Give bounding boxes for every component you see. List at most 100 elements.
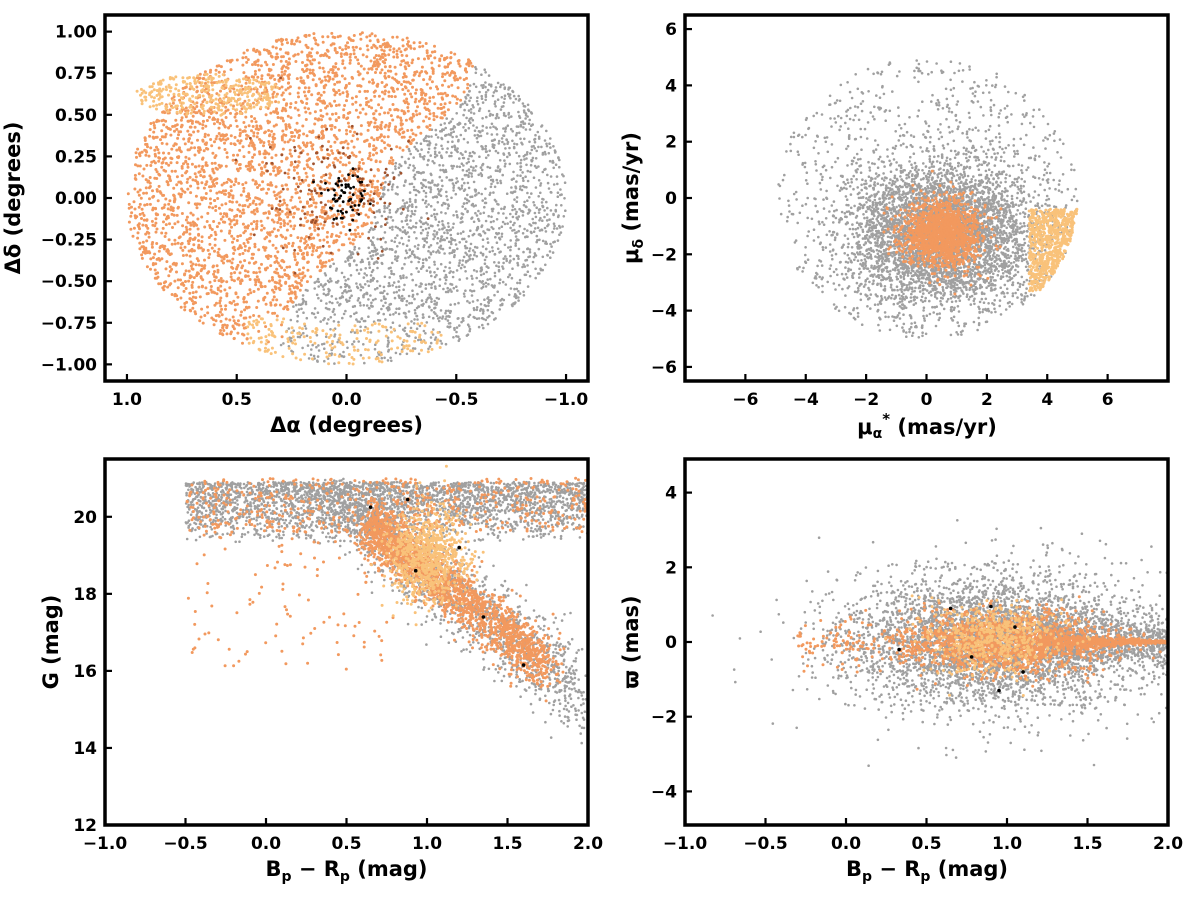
sky-field-point xyxy=(507,275,510,279)
sky-member-point xyxy=(375,185,379,189)
sky-member-point xyxy=(286,74,290,78)
sky-field-point xyxy=(468,90,471,93)
sky-member-point xyxy=(334,62,338,66)
sky-member-point xyxy=(235,302,239,306)
sky-member-point xyxy=(300,252,304,256)
sky-member-point xyxy=(155,177,159,180)
sky-field-point xyxy=(470,274,473,278)
sky-member-point xyxy=(309,62,313,66)
sky-member-point xyxy=(343,66,347,70)
sky-member-point xyxy=(259,64,263,68)
sky-member-point xyxy=(216,288,220,292)
sky-member-point xyxy=(262,141,266,145)
sky-member-point xyxy=(344,233,348,236)
sky-field-point xyxy=(427,249,430,253)
sky-field-point xyxy=(405,251,409,255)
sky-field-point xyxy=(485,115,488,119)
sky-member-point xyxy=(430,80,434,84)
sky-member-point xyxy=(365,44,369,48)
sky-member-point xyxy=(231,324,235,328)
sky-field-point xyxy=(304,300,308,304)
sky-member-point xyxy=(375,151,379,155)
sky-field-point xyxy=(432,233,435,236)
sky-member-point xyxy=(268,239,272,243)
sky-member-point xyxy=(373,89,377,93)
sky-member-point xyxy=(314,84,318,88)
sky-field-point xyxy=(498,278,502,282)
sky-field-point xyxy=(490,133,494,136)
sky-field-point xyxy=(526,169,530,173)
sky-member-point xyxy=(217,70,221,74)
sky-member-point xyxy=(305,220,309,224)
sky-member-point xyxy=(387,94,391,98)
sky-member-point xyxy=(264,152,267,156)
sky-field-point xyxy=(540,124,544,127)
sky-member-point xyxy=(320,175,324,179)
sky-member-point xyxy=(258,137,261,141)
sky-field-point xyxy=(394,250,398,253)
sky-member-point xyxy=(407,64,411,68)
sky-field-point xyxy=(559,231,563,234)
sky-field-point xyxy=(418,285,421,288)
sky-field-point xyxy=(466,333,470,337)
sky-field-point xyxy=(279,343,283,347)
sky-field-point xyxy=(359,353,363,357)
sky-member-point xyxy=(327,259,331,263)
sky-field-point xyxy=(376,319,380,322)
sky-field-point xyxy=(491,249,495,253)
sky-member-point xyxy=(160,165,164,169)
sky-member-point xyxy=(219,296,223,300)
sky-field-point xyxy=(422,157,426,161)
sky-member-point xyxy=(303,94,307,98)
sky-member-point xyxy=(164,161,168,165)
sky-member-point xyxy=(213,140,216,144)
sky-member-point xyxy=(316,183,320,187)
sky-member-point xyxy=(352,238,356,242)
sky-field-point xyxy=(526,285,530,288)
sky-member-point xyxy=(201,278,205,282)
sky-member-point xyxy=(367,105,371,108)
sky-member-point xyxy=(219,65,223,69)
sky-member-point xyxy=(235,267,238,271)
sky-field-point xyxy=(517,296,520,299)
sky-member-point xyxy=(302,143,306,147)
sky-member-point xyxy=(441,83,444,87)
sky-field-point xyxy=(515,151,518,154)
sky-field-point xyxy=(383,204,386,208)
sky-field-point xyxy=(388,247,392,251)
sky-member-point xyxy=(293,106,297,110)
sky-member-point xyxy=(271,278,275,282)
sky-field-point xyxy=(477,130,481,133)
sky-field-point xyxy=(502,134,506,137)
sky-member-point xyxy=(150,245,154,249)
sky-member-point xyxy=(144,246,148,250)
sky-member-point xyxy=(269,111,273,115)
sky-field-point xyxy=(437,297,441,301)
sky-field-point xyxy=(545,200,548,204)
sky-member-point xyxy=(228,259,232,263)
sky-field-point xyxy=(446,198,449,202)
sky-member-point xyxy=(399,116,403,120)
sky-member-point xyxy=(232,337,236,341)
sky-field-point xyxy=(304,327,308,330)
sky-member-point xyxy=(155,227,159,231)
sky-member-point xyxy=(187,249,191,253)
sky-member-point xyxy=(379,55,383,59)
sky-member-point xyxy=(337,103,341,107)
sky-member-point xyxy=(211,151,215,155)
sky-member-point xyxy=(176,241,180,245)
sky-member-point xyxy=(181,254,185,257)
sky-member-point xyxy=(361,161,365,165)
sky-member-point xyxy=(363,140,366,143)
sky-member-point xyxy=(395,49,399,53)
sky-member-point xyxy=(280,42,284,46)
sky-field-point xyxy=(512,101,515,104)
sky-member-point xyxy=(319,93,323,97)
sky-member-point xyxy=(188,232,192,236)
sky-field-point xyxy=(391,219,395,222)
sky-field-point xyxy=(446,207,450,210)
sky-member-point xyxy=(373,148,377,152)
sky-member-point xyxy=(388,45,392,48)
sky-field-point xyxy=(534,267,537,271)
sky-member-point xyxy=(193,146,197,150)
